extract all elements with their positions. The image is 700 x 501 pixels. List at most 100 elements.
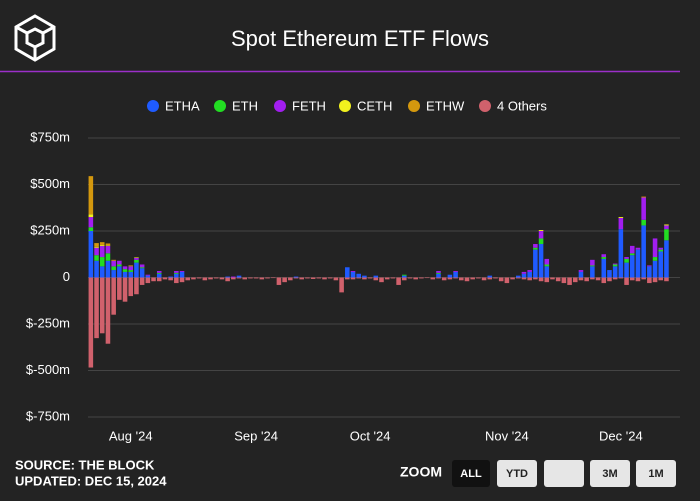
bar-segment [327,277,333,279]
bar-segment [99,277,105,334]
zoom-button-label[interactable]: 3M [602,468,617,480]
bar-segment [647,265,652,267]
bar-segment [379,277,384,283]
legend-item[interactable]: ETHA [147,98,200,113]
bar-segment [156,270,162,273]
bar-segment [533,247,538,250]
bar-segment [128,277,134,297]
bar-segment [664,240,669,278]
legend-marker[interactable] [214,100,226,112]
bar-segment [555,277,561,282]
bar-segment [350,271,356,278]
bar-segment [618,217,624,218]
bar-segment [436,277,441,279]
bar-segment [174,273,179,278]
bar-segment [618,277,624,279]
legend-label[interactable]: CETH [357,98,392,113]
zoom-button-label[interactable]: ALL [460,468,482,480]
bar-segment [441,277,447,281]
legend-label[interactable]: ETHA [165,98,200,113]
bar-segment [647,277,652,284]
bar-segment [533,249,538,278]
bar-segment [641,197,646,220]
bar-segment [419,277,424,279]
plot-area: $-750m $-500m $-250m 0 $250m $500m $750m Aug '2… [26,129,680,443]
bar-segment [652,277,658,283]
zoom-button[interactable] [497,460,537,487]
bar-segment [498,277,504,282]
bar-segment [305,277,310,279]
bar-segment [362,277,367,280]
bar-segment [145,277,151,284]
zoom-button[interactable] [544,460,584,487]
bar-segment [117,264,122,267]
bar-segment [242,277,248,280]
bar-segment [145,274,151,276]
bar-segment [356,273,361,278]
zoom-button-label[interactable]: YTD [506,468,528,480]
legend-item[interactable]: FETH [274,98,326,113]
legend-label[interactable]: ETH [232,98,258,113]
bar-segment [384,277,390,280]
bar-segment [139,268,145,278]
bar-segment [652,260,658,278]
bar-segment [624,277,629,285]
bar-segment [533,277,538,280]
legend-label[interactable]: ETHW [426,98,465,113]
bar-segment [94,246,99,248]
bar-segment [402,275,407,278]
legend-label[interactable]: 4 Others [497,98,547,113]
bar-segment [544,266,550,278]
zoom-button[interactable] [590,460,630,487]
bar-segment [407,277,413,279]
zoom-button[interactable] [452,460,490,487]
legend-marker[interactable] [274,100,286,112]
legend-label[interactable]: FETH [292,98,326,113]
bar-segment [293,277,299,279]
bar-segment [521,271,527,274]
bar-segment [111,260,116,267]
bar-segment [390,277,396,279]
legend-marker[interactable] [147,100,159,112]
bar-segment [436,273,441,278]
zoom-button-label[interactable]: 1M [648,468,663,480]
bar-segment [402,274,407,276]
legend-item[interactable]: CETH [339,98,392,113]
bar-segment [624,257,629,259]
bar-segment [139,277,145,285]
bar-segment [236,275,242,278]
bar-segment [504,277,510,284]
bar-segment [584,277,589,282]
legend-item[interactable]: ETH [214,98,258,113]
legend-marker[interactable] [339,100,351,112]
legend-item[interactable]: ETHW [408,98,465,113]
x-tick-label: Nov '24 [485,428,529,443]
bar-segment [117,260,122,265]
bar-segment [111,270,116,278]
legend-marker[interactable] [479,100,491,112]
bar-segment [487,277,493,280]
bar-segment [521,273,527,278]
bar-segment [635,277,641,282]
bar-segment [515,275,521,278]
bar-segment [179,277,185,283]
bar-segment [128,270,134,272]
zoom-label: ZOOM [400,464,442,480]
bar-segment [231,277,236,280]
bar-segment [350,270,356,272]
zoom-button[interactable] [636,460,676,487]
bar-segment [219,277,225,280]
bar-segment [134,277,139,295]
bar-segment [105,260,111,278]
legend-marker[interactable] [408,100,420,112]
bar-segment [590,259,595,266]
bar-segment [225,277,230,282]
legend-item[interactable]: 4 Others [479,98,547,113]
bar-segment [128,265,134,267]
bar-segment [94,277,99,339]
bar-segment [156,272,162,274]
bar-segment [487,275,493,278]
bar-segment [572,277,578,283]
bar-segment [94,255,99,261]
